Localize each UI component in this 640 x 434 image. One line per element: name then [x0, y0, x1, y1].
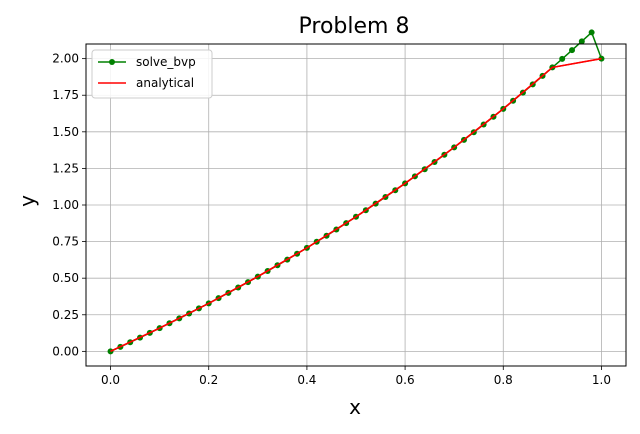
x-tick-label: 0.6	[396, 373, 415, 387]
grid	[86, 44, 626, 366]
data-point-solve-bvp	[598, 55, 605, 62]
y-tick-label: 0.75	[52, 235, 79, 249]
legend-label-analytical: analytical	[136, 76, 194, 90]
y-axis-label: y	[15, 195, 39, 207]
y-tick-label: 1.25	[52, 161, 79, 175]
series-line-analytical-overlay	[110, 57, 602, 353]
series-layer	[107, 29, 605, 355]
y-tick-label: 1.00	[52, 198, 79, 212]
legend-label-solve-bvp: solve_bvp	[136, 55, 196, 69]
y-tick-label: 2.00	[52, 52, 79, 66]
y-tick-label: 0.25	[52, 308, 79, 322]
data-point-solve-bvp	[569, 47, 575, 54]
data-point-solve-bvp	[107, 348, 114, 355]
y-tick-label: 0.50	[52, 271, 79, 285]
y-tick-label: 1.50	[52, 125, 79, 139]
x-tick-label: 1.0	[592, 373, 611, 387]
legend-marker-solve-bvp	[109, 59, 115, 65]
y-tick-label: 1.75	[52, 88, 79, 102]
ticks: 0.0 0.2 0.4 0.6 0.8 1.0 0.00 0.25 0.50 0.75 1.00 1.…	[52, 52, 611, 387]
x-tick-label: 0.8	[494, 373, 513, 387]
x-axis-label: x	[349, 395, 361, 419]
data-point-solve-bvp	[578, 38, 585, 45]
data-point-solve-bvp	[588, 29, 595, 36]
x-tick-label: 0.2	[199, 373, 218, 387]
x-tick-label: 0.0	[101, 373, 120, 387]
x-tick-label: 0.4	[297, 373, 316, 387]
chart-title: Problem 8	[299, 14, 410, 39]
data-point-solve-bvp	[559, 55, 566, 62]
y-tick-label: 0.00	[52, 344, 79, 358]
legend: solve_bvp analytical	[91, 49, 213, 99]
